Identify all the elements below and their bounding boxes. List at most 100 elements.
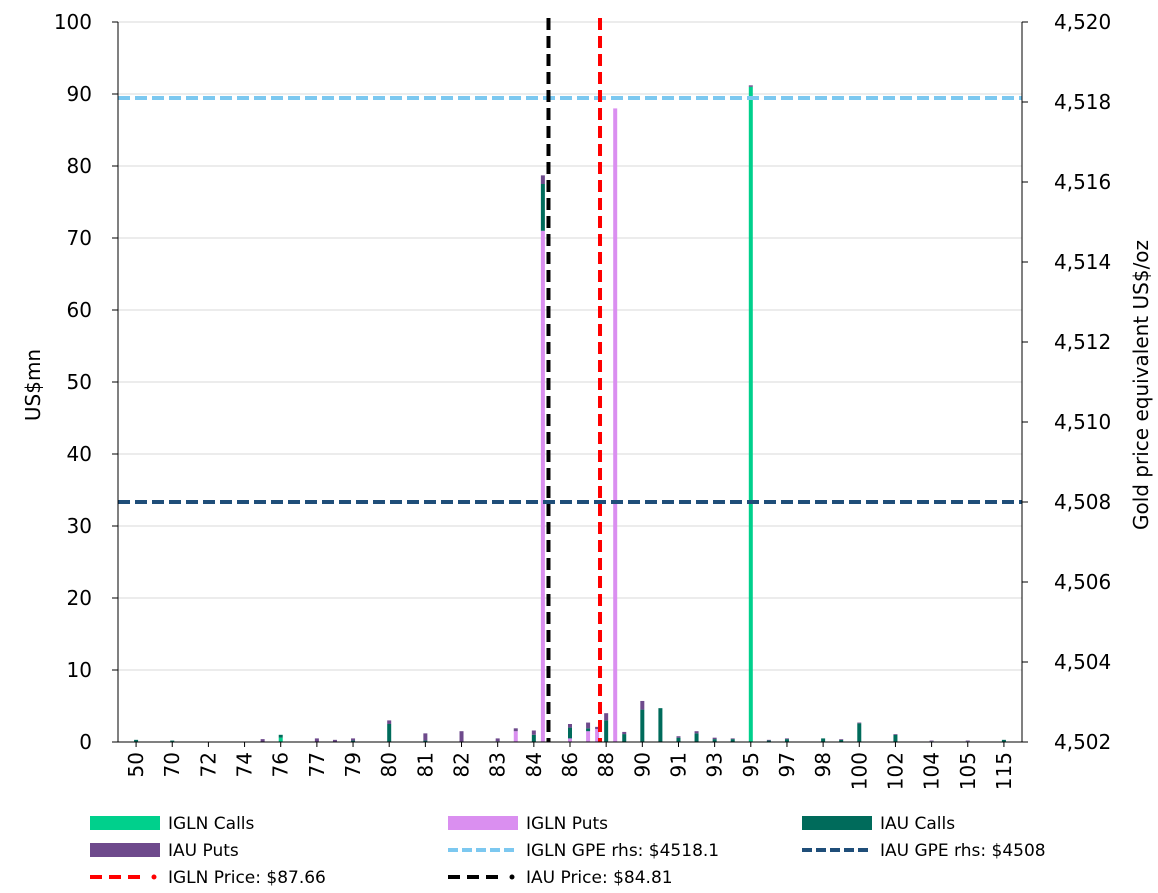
horizontal-reference-lines xyxy=(118,96,1022,504)
x-tick-label: 77 xyxy=(305,752,329,777)
bar xyxy=(821,738,826,742)
legend-label: IAU Price: $84.81 xyxy=(526,868,673,888)
bar xyxy=(278,737,283,742)
y-tick-label: 60 xyxy=(67,298,92,322)
x-tick-label: 91 xyxy=(666,752,690,777)
bar xyxy=(423,733,428,741)
y-tick-label: 30 xyxy=(67,514,92,538)
legend-swatch xyxy=(90,816,160,830)
bar xyxy=(676,736,681,738)
y-tick-label: 80 xyxy=(67,154,92,178)
legend: IGLN Calls IGLN Puts IAU Calls IAU Puts IGLN… xyxy=(90,814,1046,888)
legend-swatch xyxy=(802,816,872,830)
x-tick-label: 88 xyxy=(594,752,618,777)
y2-tick-label: 4,516 xyxy=(1054,170,1111,194)
bar xyxy=(540,184,545,231)
bar xyxy=(694,733,699,742)
y2-tick-label: 4,506 xyxy=(1054,570,1111,594)
y2-tick-label: 4,508 xyxy=(1054,490,1111,514)
x-tick-label: 90 xyxy=(630,752,654,777)
bar xyxy=(784,739,789,742)
legend-swatch xyxy=(448,816,518,830)
bar xyxy=(387,724,392,742)
bar xyxy=(613,108,618,742)
x-tick-label: 72 xyxy=(196,752,220,777)
bar xyxy=(568,727,572,739)
bar xyxy=(595,726,600,730)
x-tick-label: 74 xyxy=(233,752,257,777)
legend-swatch-dot xyxy=(151,874,157,880)
x-tick-label: 70 xyxy=(160,752,184,777)
bar xyxy=(929,740,934,742)
y-tick-label: 0 xyxy=(79,730,92,754)
bar xyxy=(332,739,337,742)
legend-label: IGLN Calls xyxy=(168,814,255,834)
bar xyxy=(712,739,717,742)
bar xyxy=(766,739,771,741)
bar xyxy=(387,720,392,724)
x-tick-label: 80 xyxy=(377,752,401,777)
x-tick-label: 86 xyxy=(558,752,582,777)
bar xyxy=(640,700,645,710)
x-tick-label: 95 xyxy=(739,752,763,777)
x-tick-label: 50 xyxy=(124,752,148,777)
y2-tick-label: 4,512 xyxy=(1054,330,1111,354)
bars xyxy=(134,85,1006,743)
legend-swatch xyxy=(90,843,160,857)
legend-label: IAU GPE rhs: $4508 xyxy=(880,841,1046,861)
x-tick-label: 98 xyxy=(811,752,835,777)
x-tick-label: 81 xyxy=(413,752,437,777)
price-lines xyxy=(546,18,603,742)
y2-axis-title: Gold price equivalent US$/oz xyxy=(1129,240,1153,530)
y-axis-title: US$mn xyxy=(21,349,45,421)
bar xyxy=(170,740,175,742)
bar xyxy=(857,722,862,724)
bar xyxy=(676,737,681,742)
bar xyxy=(586,722,591,729)
bar xyxy=(351,738,356,741)
bar xyxy=(351,740,356,742)
legend-swatch-dot xyxy=(509,874,515,880)
bar xyxy=(586,731,591,742)
x-tick-label: 115 xyxy=(992,752,1016,790)
y-tick-label: 40 xyxy=(67,442,92,466)
y2-axis-ticks: 4,502 4,504 4,506 4,508 4,510 4,512 4,514 4,516… xyxy=(1022,10,1111,754)
bar xyxy=(260,739,265,742)
bar xyxy=(314,738,319,742)
bar xyxy=(513,728,518,732)
bar xyxy=(622,731,627,735)
x-tick-label: 105 xyxy=(956,752,980,790)
y2-tick-label: 4,504 xyxy=(1054,650,1111,674)
bar xyxy=(784,738,789,740)
bar xyxy=(495,738,500,742)
bar xyxy=(278,734,283,738)
bar xyxy=(1001,739,1006,742)
x-tick-label: 93 xyxy=(703,752,727,777)
x-tick-label: 104 xyxy=(920,752,944,790)
bar xyxy=(694,731,699,734)
bar xyxy=(965,740,970,742)
x-tick-label: 100 xyxy=(847,752,871,790)
x-tick-label: 83 xyxy=(486,752,510,777)
bar xyxy=(712,737,717,740)
bar xyxy=(531,730,536,735)
x-tick-label: 102 xyxy=(883,752,907,790)
bar xyxy=(513,731,518,742)
y-tick-label: 100 xyxy=(54,10,92,34)
x-tick-label: 82 xyxy=(450,752,474,777)
y-tick-label: 50 xyxy=(67,370,92,394)
bar xyxy=(893,734,898,735)
y2-tick-label: 4,520 xyxy=(1054,10,1111,34)
y-axis-ticks: 0 10 20 30 40 50 60 70 80 90 100 xyxy=(54,10,118,754)
bar xyxy=(134,739,139,742)
bar xyxy=(730,738,735,740)
y-tick-label: 20 xyxy=(67,586,92,610)
x-tick-label: 76 xyxy=(269,752,293,777)
legend-label: IGLN GPE rhs: $4518.1 xyxy=(526,841,719,861)
bar xyxy=(568,724,572,728)
x-tick-label: 97 xyxy=(775,752,799,777)
bar xyxy=(658,708,663,742)
x-tick-label: 84 xyxy=(522,752,546,777)
bar xyxy=(839,739,844,742)
legend-label: IAU Puts xyxy=(168,841,239,861)
